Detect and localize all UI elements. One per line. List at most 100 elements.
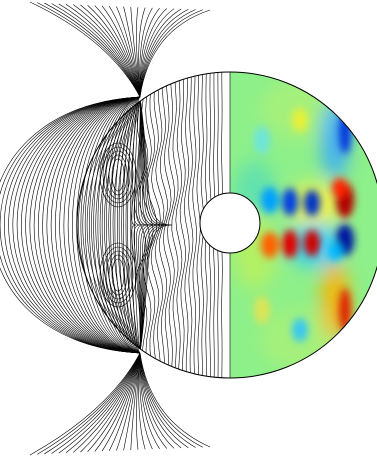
field-line (37, 352, 141, 455)
field-line (29, 352, 141, 456)
field-line (121, 96, 141, 354)
field-loop (102, 246, 134, 304)
field-line (179, 72, 186, 378)
field-line (139, 9, 211, 98)
field-line (130, 7, 141, 98)
field-line (139, 8, 182, 98)
field-loop (111, 158, 125, 192)
field-line (87, 4, 141, 98)
field-line (108, 352, 141, 451)
field-line (159, 72, 168, 378)
field-line (104, 96, 141, 354)
field-line (58, 352, 141, 454)
field-line (127, 96, 141, 354)
field-line (130, 352, 141, 450)
field-line (50, 96, 141, 354)
field-loop (105, 150, 131, 200)
field-line (59, 96, 141, 354)
field-loop (99, 242, 137, 308)
field-line (136, 352, 141, 450)
field-line (108, 5, 141, 98)
field-line (142, 72, 154, 378)
field-line (136, 224, 145, 354)
field-line (87, 352, 141, 452)
field-line (51, 3, 141, 98)
field-line (154, 72, 165, 378)
field-line (139, 352, 182, 449)
field-loop (102, 146, 134, 204)
field-loop (111, 258, 125, 292)
field-line (139, 352, 196, 448)
field-line (139, 8, 175, 98)
field-line (133, 224, 141, 354)
field-line (80, 352, 141, 453)
field-line (150, 72, 161, 378)
field-line (192, 72, 197, 378)
central-hole (199, 192, 261, 254)
field-line (139, 224, 153, 354)
field-line (55, 96, 141, 354)
field-line (94, 5, 141, 98)
field-loop (99, 142, 137, 208)
field-line (131, 224, 141, 354)
field-line (188, 72, 194, 378)
field-line (139, 7, 160, 98)
field-line (130, 96, 141, 354)
field-line (175, 72, 183, 378)
field-line (65, 3, 141, 98)
field-line (139, 8, 168, 98)
field-line (139, 352, 153, 450)
field-line (139, 352, 175, 449)
field-line (101, 352, 141, 452)
field-line (139, 9, 196, 98)
field-line (138, 352, 146, 450)
field-line (8, 96, 141, 354)
field-line (94, 352, 141, 452)
outer-field-lines (0, 1, 211, 456)
field-line (138, 7, 146, 98)
field-line (139, 8, 189, 98)
field-line (136, 96, 145, 226)
field-line (139, 96, 173, 226)
field-line (134, 72, 146, 378)
field-line (51, 352, 141, 454)
field-line (183, 72, 190, 378)
field-line (139, 352, 211, 448)
field-line (147, 72, 157, 378)
field-line (118, 96, 141, 354)
field-line (139, 224, 157, 354)
field-line (91, 96, 141, 354)
field-line (139, 96, 157, 226)
field-line (139, 352, 189, 449)
field-loop (108, 154, 128, 196)
field-line (112, 96, 141, 354)
field-line (163, 72, 172, 378)
field-line (101, 5, 141, 98)
field-line (65, 352, 141, 454)
field-line (123, 6, 141, 98)
field-line (139, 352, 160, 450)
field-line (123, 352, 141, 451)
field-line (37, 2, 141, 98)
field-loop (105, 250, 131, 300)
field-line (44, 2, 141, 98)
field-line (133, 96, 141, 226)
field-line (99, 96, 141, 354)
field-line (116, 6, 141, 98)
field-line (139, 7, 153, 98)
field-loop (108, 254, 128, 296)
field-line (73, 352, 141, 453)
field-line (73, 4, 141, 98)
field-line (131, 96, 141, 226)
field-line (86, 96, 141, 354)
field-line (138, 224, 149, 354)
field-line (136, 7, 141, 98)
field-line (95, 96, 141, 354)
field-line (29, 1, 141, 98)
field-line (116, 352, 141, 451)
field-line (171, 72, 179, 378)
field-line (80, 4, 141, 98)
field-line (117, 96, 141, 354)
field-line (58, 3, 141, 98)
